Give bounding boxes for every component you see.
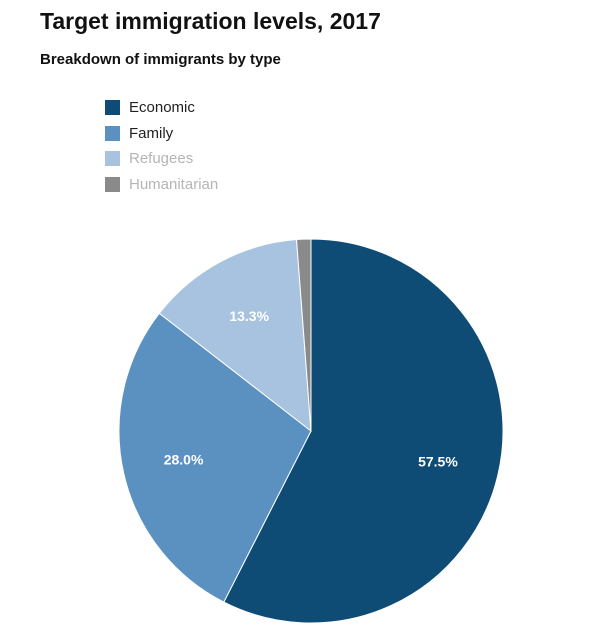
legend-item-economic[interactable]: Economic (105, 95, 218, 121)
legend-swatch (105, 176, 120, 192)
pie-slice-economic[interactable] (223, 238, 504, 624)
legend-swatch (105, 100, 120, 116)
legend: Economic Family Refugees Humanitarian (105, 95, 218, 197)
legend-item-humanitarian[interactable]: Humanitarian (105, 172, 218, 198)
legend-item-refugees[interactable]: Refugees (105, 146, 218, 172)
legend-item-family[interactable]: Family (105, 121, 218, 147)
legend-label: Refugees (129, 150, 194, 168)
chart-subtitle: Breakdown of immigrants by type (40, 51, 281, 68)
legend-swatch (105, 151, 120, 167)
slice-label-economic: 57.5% (418, 453, 458, 469)
pie-slice-family[interactable] (118, 312, 312, 603)
slice-label-family: 28.0% (164, 451, 204, 467)
legend-label: Family (129, 124, 174, 142)
legend-label: Humanitarian (129, 175, 219, 193)
chart-title: Target immigration levels, 2017 (40, 8, 381, 34)
pie-slice-refugees[interactable] (158, 239, 312, 433)
legend-swatch (105, 125, 120, 141)
slice-label-refugees: 13.3% (229, 308, 269, 324)
legend-label: Economic (129, 99, 195, 117)
pie-slice-humanitarian[interactable] (296, 238, 312, 432)
